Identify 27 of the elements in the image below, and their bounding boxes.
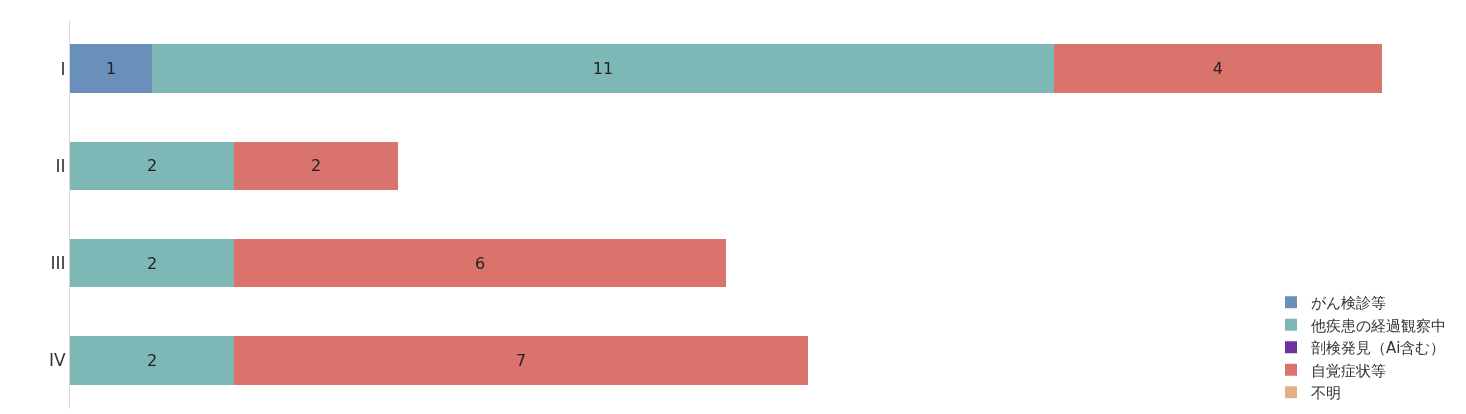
y-tick-label: I — [60, 58, 66, 79]
data-label: 2 — [146, 156, 158, 176]
legend-label: 不明 — [1311, 384, 1341, 403]
data-label: 2 — [146, 350, 158, 370]
data-label: 2 — [310, 156, 322, 176]
bar — [70, 238, 234, 288]
bar — [1053, 44, 1382, 93]
bar — [233, 336, 808, 385]
data-label: 2 — [146, 253, 158, 273]
bar — [70, 44, 152, 93]
data-label: 6 — [474, 253, 486, 273]
y-tick-label: IV — [48, 350, 66, 371]
bar — [233, 238, 726, 288]
bar — [152, 44, 1054, 93]
legend-label: 剖検発見（Ai含む） — [1311, 339, 1446, 358]
legend-label: 他疾患の経過観察中 — [1311, 316, 1446, 335]
bar — [233, 141, 398, 191]
legend-label: 自覚症状等 — [1311, 361, 1386, 380]
bar — [70, 336, 234, 385]
y-tick-label: III — [50, 253, 66, 274]
data-label: 1 — [105, 59, 117, 79]
bar — [70, 141, 234, 191]
data-label: 7 — [515, 350, 527, 370]
y-tick-label: II — [55, 155, 66, 176]
legend-label: がん検診等 — [1311, 294, 1386, 313]
data-label: 4 — [1212, 59, 1224, 79]
data-label: 11 — [592, 59, 614, 79]
